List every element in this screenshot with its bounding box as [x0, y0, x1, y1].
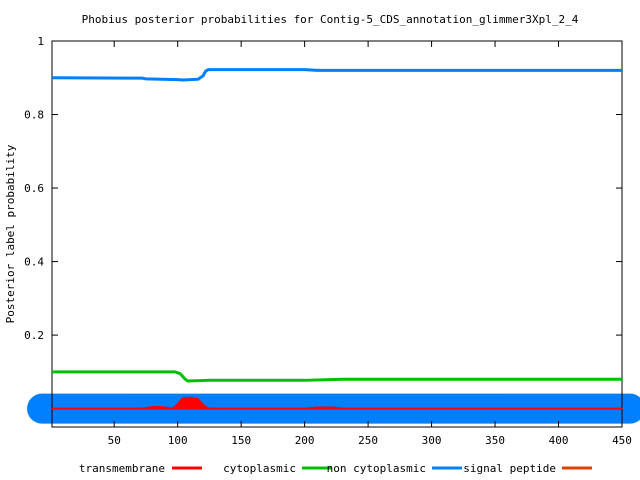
- x-tick-label: 50: [108, 434, 121, 447]
- x-tick-label: 400: [549, 434, 569, 447]
- y-axis-label: Posterior label probability: [4, 144, 17, 323]
- y-tick-label: 0.4: [24, 256, 44, 269]
- x-tick-label: 100: [168, 434, 188, 447]
- y-tick-label: 1: [37, 35, 44, 48]
- y-tick-label: 0.8: [24, 109, 44, 122]
- y-tick-label: 0.2: [24, 329, 44, 342]
- legend: transmembrane cytoplasmic non cytoplasmic s…: [79, 462, 592, 475]
- legend-label: signal peptide: [463, 462, 556, 475]
- legend-label: cytoplasmic: [223, 462, 296, 475]
- legend-label: transmembrane: [79, 462, 165, 475]
- series-non-cytoplasmic: [51, 68, 622, 82]
- x-tick-label: 150: [231, 434, 251, 447]
- series-cytoplasmic: [52, 370, 622, 383]
- series-lines: [51, 68, 623, 410]
- x-tick-label: 200: [295, 434, 315, 447]
- chart-title: Phobius posterior probabilities for Cont…: [82, 13, 579, 26]
- x-tick-label: 250: [358, 434, 378, 447]
- x-tick-label: 450: [612, 434, 632, 447]
- legend-label: non cytoplasmic: [327, 462, 426, 475]
- y-tick-label: 0.6: [24, 182, 44, 195]
- plot-frame: [51, 40, 623, 428]
- x-tick-label: 300: [422, 434, 442, 447]
- x-tick-label: 350: [485, 434, 505, 447]
- axis-ticks: 50 100 150 200 250 300 350 400 450 0.2 0.4 0.6 0.8 1: [24, 35, 632, 447]
- series-transmembrane: [51, 396, 623, 410]
